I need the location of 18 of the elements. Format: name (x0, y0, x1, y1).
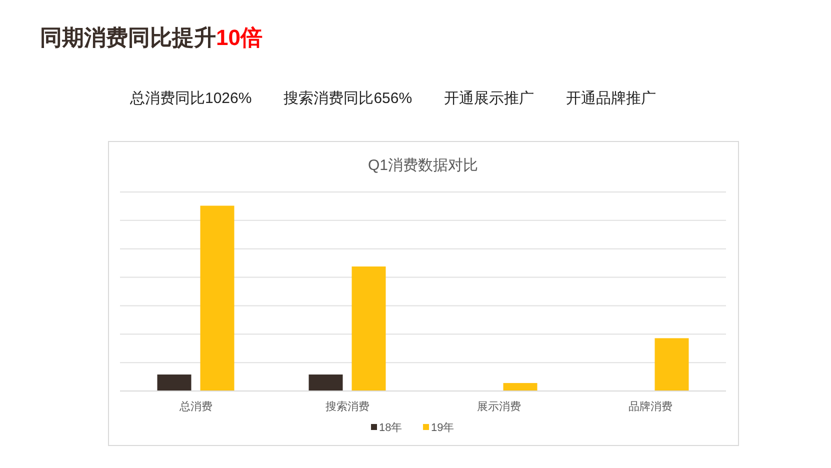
bar (503, 383, 538, 391)
bar (654, 338, 689, 391)
bar (308, 374, 343, 391)
x-tick-label: 品牌消费 (628, 400, 672, 413)
chart-title: 同期消费同比提升10倍 (40, 25, 262, 50)
text: 总消费同比1026% (129, 90, 252, 107)
x-tick-label: 搜索消费 (325, 400, 370, 413)
x-tick-label: 总消费 (178, 400, 212, 413)
x-tick-label: 展示消费 (476, 400, 521, 413)
bar (200, 206, 234, 391)
bar (157, 374, 192, 391)
text: 搜索消费同比656% (284, 90, 412, 107)
legend-label: 18年 (379, 422, 402, 434)
legend-label: 19年 (431, 422, 454, 434)
text: 开通品牌推广 (566, 90, 656, 107)
bar (352, 266, 386, 391)
chart-subtitle: Q1消费数据对比 (368, 157, 478, 174)
text: 开通展示推广 (444, 90, 534, 107)
